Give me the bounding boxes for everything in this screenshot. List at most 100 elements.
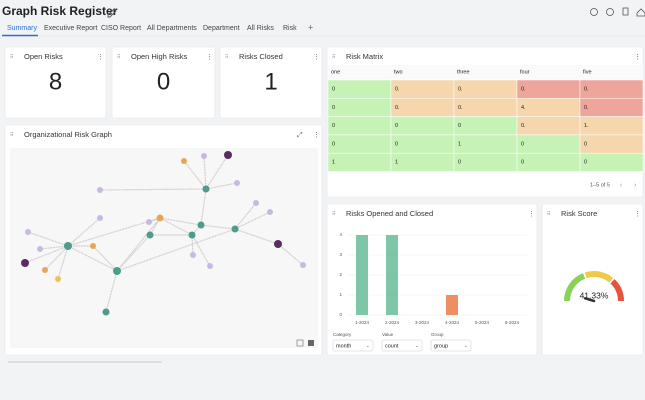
graph-node[interactable] — [253, 200, 259, 206]
tab[interactable]: Executive Report — [44, 25, 97, 32]
graph-node[interactable] — [224, 151, 232, 159]
matrix-cell — [327, 116, 392, 136]
graph-edge — [203, 155, 207, 190]
prev-page[interactable]: ‹ — [620, 182, 623, 189]
page-title: Graph Risk Register — [2, 4, 118, 18]
toolbar-icons[interactable] — [590, 7, 645, 17]
graph-node[interactable] — [146, 219, 152, 225]
graph-canvas[interactable] — [10, 148, 318, 348]
column-header: one — [331, 69, 340, 75]
drag-handle[interactable]: ⠿ — [10, 54, 13, 59]
graph-node[interactable] — [190, 252, 196, 258]
graph-node[interactable] — [55, 276, 61, 282]
card-menu[interactable]: ⋮ — [313, 132, 320, 139]
graph-node[interactable] — [156, 214, 164, 222]
card-menu[interactable]: ⋮ — [206, 54, 213, 61]
drag-handle[interactable]: ⠿ — [10, 132, 13, 137]
y-tick-label: 2 — [339, 272, 342, 277]
graph-node[interactable] — [37, 246, 43, 252]
graph-node[interactable] — [42, 267, 48, 273]
graph-node[interactable] — [234, 180, 240, 186]
select-box[interactable] — [381, 339, 423, 352]
graph-node[interactable] — [181, 158, 187, 164]
cell-value: 0. — [458, 105, 463, 111]
graph-edge — [200, 224, 236, 230]
graph-control[interactable] — [296, 339, 304, 347]
graph-edge — [57, 245, 69, 280]
graph-node[interactable] — [146, 231, 154, 239]
kpi-title: Open Risks — [24, 52, 63, 61]
card-menu[interactable]: ⋮ — [634, 54, 641, 61]
matrix-header — [328, 65, 643, 79]
graph-node[interactable] — [267, 209, 273, 215]
gauge-segment — [584, 271, 614, 283]
card-menu[interactable]: ⋮ — [313, 54, 320, 61]
edit-icon[interactable] — [107, 8, 117, 18]
graph-node[interactable] — [300, 262, 306, 268]
graph-edge — [67, 217, 101, 247]
cell-value: 0 — [395, 141, 398, 147]
graph-node[interactable] — [64, 242, 72, 250]
graph-node[interactable] — [90, 243, 96, 249]
tab[interactable]: All Risks — [247, 25, 274, 32]
cell-value: 0. — [458, 86, 463, 92]
graph-edge — [67, 245, 118, 272]
graph-control[interactable] — [308, 340, 314, 346]
kpi-title: Risks Closed — [239, 52, 283, 61]
card-menu[interactable]: ⋮ — [634, 211, 641, 218]
graph-node[interactable] — [102, 308, 110, 316]
graph-edge — [99, 188, 207, 191]
tab[interactable]: Risk — [283, 25, 297, 32]
matrix-cell — [516, 134, 581, 154]
bar — [446, 295, 458, 315]
graph-node[interactable] — [197, 221, 205, 229]
gauge-needle — [583, 297, 596, 303]
select-box[interactable] — [430, 339, 472, 352]
card-menu[interactable]: ⋮ — [97, 54, 104, 61]
drag-handle[interactable]: ⠿ — [117, 54, 120, 59]
graph-node[interactable] — [231, 225, 239, 233]
matrix-cell — [390, 134, 455, 154]
tab[interactable]: Summary — [7, 25, 37, 32]
matrix-cell — [390, 152, 455, 172]
graph-node[interactable] — [113, 267, 121, 275]
graph-node[interactable] — [202, 185, 210, 193]
matrix-cell — [579, 79, 644, 99]
graph-node[interactable] — [25, 229, 31, 235]
matrix-cell — [579, 98, 644, 117]
tab[interactable]: Department — [203, 25, 240, 32]
drag-handle[interactable]: ⠿ — [332, 211, 335, 216]
graph-node[interactable] — [21, 259, 29, 267]
control-label: Value — [382, 332, 394, 337]
matrix-cell — [390, 79, 455, 99]
card-menu[interactable]: ⋮ — [528, 211, 535, 218]
graph-node[interactable] — [97, 187, 103, 193]
card-title: Risks Opened and Closed — [346, 209, 433, 218]
x-tick-label: 4-2024 — [445, 320, 460, 325]
expand-icon[interactable]: ⤢ — [297, 132, 303, 139]
drag-handle[interactable]: ⠿ — [225, 54, 228, 59]
drag-handle[interactable]: ⠿ — [332, 54, 335, 59]
select-value: count — [385, 343, 399, 349]
tab[interactable]: All Departments — [147, 25, 197, 32]
kpi-value: 8 — [49, 68, 62, 95]
graph-node[interactable] — [188, 231, 196, 239]
graph-node[interactable] — [201, 153, 207, 159]
matrix-cell — [579, 152, 644, 172]
select-box[interactable] — [332, 339, 374, 352]
next-page[interactable]: › — [634, 182, 637, 189]
graph-node[interactable] — [207, 263, 213, 269]
graph-node[interactable] — [97, 215, 103, 221]
graph-edge — [116, 228, 236, 272]
matrix-cell — [516, 98, 581, 117]
cell-value: 0 — [332, 105, 335, 111]
add-tab[interactable]: + — [308, 22, 313, 32]
cell-value: 1. — [584, 123, 589, 129]
drag-handle[interactable]: ⠿ — [547, 211, 550, 216]
graph-edge — [159, 217, 193, 236]
tab[interactable]: CISO Report — [101, 25, 141, 32]
gauge-value: 41.33% — [580, 290, 609, 300]
graph-edge — [277, 243, 304, 266]
graph-node[interactable] — [274, 240, 282, 248]
